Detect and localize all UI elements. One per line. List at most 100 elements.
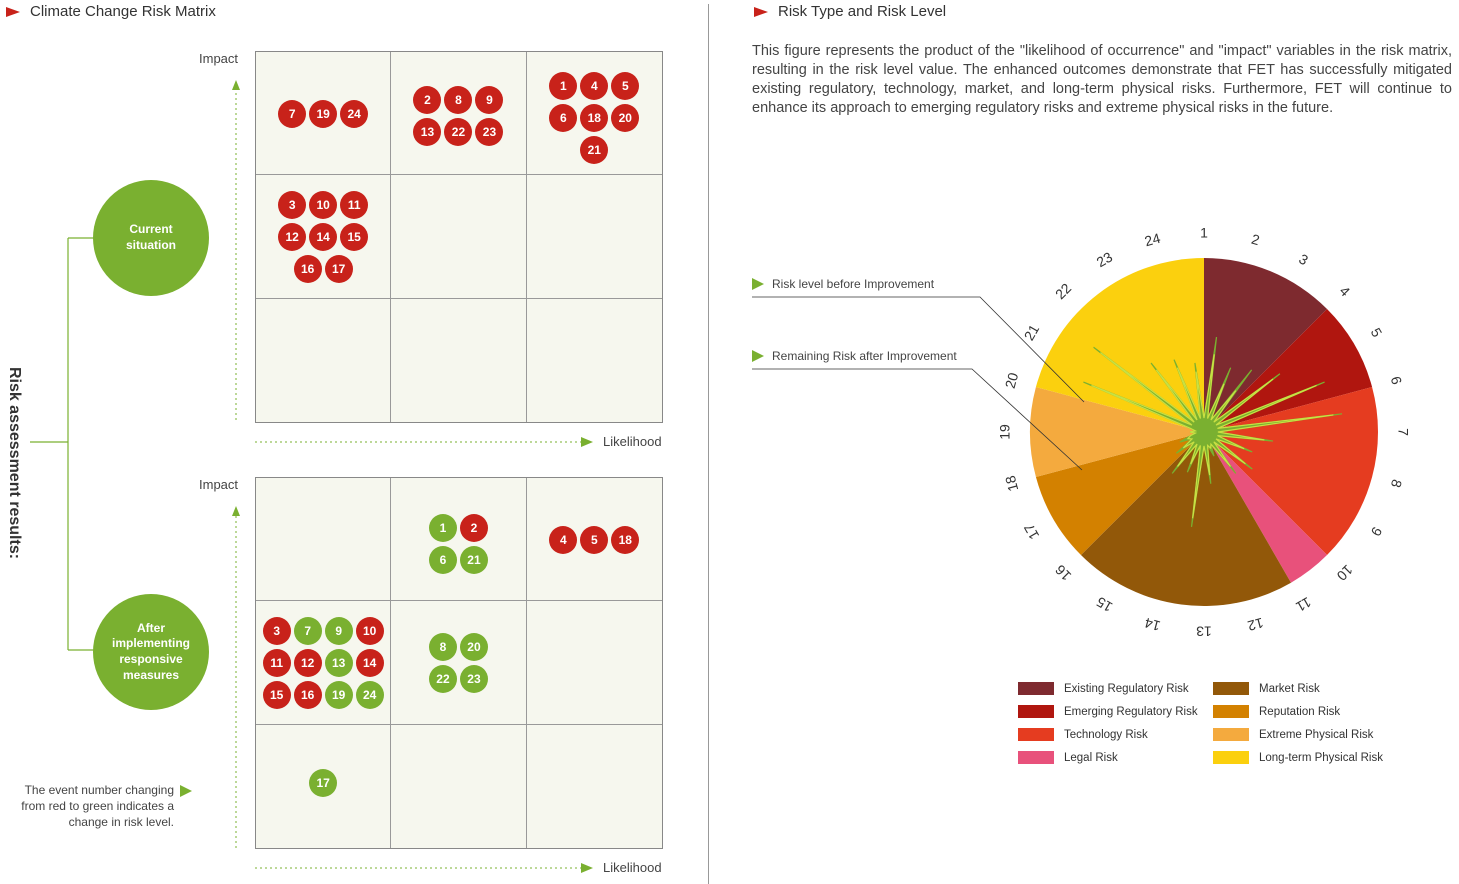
event-group: 7 19 24 (256, 100, 390, 128)
event-marker: 20 (611, 104, 640, 132)
event-marker: 17 (309, 768, 338, 797)
event-group: 2 8 9 13 22 23 (391, 86, 525, 146)
matrix-cell (391, 298, 527, 422)
legend-label: Reputation Risk (1259, 705, 1341, 718)
category-label: 5 (1368, 325, 1386, 340)
category-label: 19 (997, 424, 1013, 440)
event-marker: 5 (611, 72, 640, 100)
risk-sector (1204, 386, 1378, 556)
callout-arrow-icon (752, 278, 764, 290)
event-group: 3 7 9 10 11 12 13 14 15 16 19 24 (256, 617, 390, 710)
event-marker: 3 (262, 617, 291, 646)
matrix-cell: 8 20 22 23 (391, 601, 527, 725)
event-marker: 11 (340, 191, 369, 220)
matrix-cell (256, 298, 392, 422)
matrix-cell (527, 725, 662, 848)
category-label: 9 (1368, 524, 1386, 539)
event-marker: 24 (355, 681, 384, 710)
legend-item: Technology Risk (1018, 728, 1148, 741)
event-marker: 21 (580, 136, 609, 164)
event-marker: 11 (262, 649, 291, 678)
matrix-cell (526, 601, 662, 725)
event-marker: 12 (278, 223, 307, 252)
callout-before-leader (752, 296, 1085, 403)
category-label: 7 (1395, 428, 1411, 436)
event-marker: 1 (549, 72, 578, 100)
legend-item: Reputation Risk (1213, 705, 1340, 718)
legend-label: Extreme Physical Risk (1259, 728, 1374, 741)
callout-before: Risk level before Improvement (752, 277, 934, 291)
legend-item: Existing Regulatory Risk (1018, 682, 1189, 695)
event-marker: 21 (459, 546, 488, 574)
legend-item: Legal Risk (1018, 751, 1118, 764)
section-divider (708, 4, 709, 884)
event-marker: 19 (309, 100, 338, 128)
event-marker: 14 (309, 223, 338, 252)
current-situation-circle: Current situation (93, 180, 209, 296)
event-marker: 13 (413, 118, 442, 146)
legend-swatch (1018, 728, 1054, 741)
category-label: 12 (1246, 615, 1265, 635)
category-label: 18 (1002, 474, 1022, 493)
category-label: 3 (1296, 251, 1311, 269)
category-label: 4 (1337, 283, 1354, 300)
event-marker: 18 (580, 104, 609, 132)
event-group: 1 2 6 21 (391, 514, 525, 574)
category-label: 14 (1143, 615, 1162, 635)
event-row: 7 19 24 (278, 100, 369, 128)
risk-sector (1035, 258, 1204, 432)
event-row: 16 17 (293, 255, 353, 284)
legend-label: Legal Risk (1064, 751, 1118, 764)
description-paragraph: This figure represents the product of th… (752, 43, 1452, 116)
category-label: 6 (1388, 375, 1406, 387)
event-group: 3 10 11 12 14 15 16 17 (256, 191, 390, 284)
event-marker: 2 (459, 514, 488, 542)
flag-icon (754, 6, 768, 17)
event-row: 11 12 13 14 (262, 649, 384, 678)
event-marker: 7 (278, 100, 307, 128)
risk-matrix-current: 7 19 24 2 8 9 13 22 23 1 4 5 6 18 20 21 3 10 11 12 14 15 16 17 (255, 51, 663, 423)
matrix-cell: 7 19 24 (256, 52, 392, 176)
legend-swatch (1213, 705, 1249, 718)
legend-label: Market Risk (1259, 682, 1320, 695)
matrix-cell (526, 175, 662, 299)
category-label: 23 (1094, 248, 1116, 270)
event-marker: 16 (293, 681, 322, 710)
matrix-cell: 3 10 11 12 14 15 16 17 (256, 175, 392, 299)
impact-label-top: Impact (199, 51, 239, 66)
matrix-cell: 1 4 5 6 18 20 21 (526, 52, 662, 176)
matrix-cell: 3 7 9 10 11 12 13 14 15 16 19 24 (256, 601, 392, 725)
event-group: 8 20 22 23 (391, 633, 525, 694)
event-marker: 15 (262, 681, 291, 710)
matrix-cell: 17 (256, 724, 392, 848)
event-marker: 24 (340, 100, 369, 128)
legend-label: Emerging Regulatory Risk (1064, 705, 1198, 718)
legend-label: Long-term Physical Risk (1259, 751, 1383, 764)
matrix-cell: 2 8 9 13 22 23 (391, 52, 527, 176)
legend-label: Existing Regulatory Risk (1064, 682, 1189, 695)
legend-swatch (1018, 682, 1054, 695)
legend-swatch (1213, 682, 1249, 695)
event-marker: 10 (309, 191, 338, 220)
color-change-note: The event number changing from red to gr… (21, 783, 174, 829)
event-marker: 19 (324, 681, 353, 710)
event-marker: 7 (293, 617, 322, 646)
risk-matrix-after: 1 2 6 21 4 5 18 3 7 9 10 11 12 13 14 15 16 19 24 8 20 22 23 17 (255, 477, 663, 849)
category-label: 17 (1020, 521, 1042, 543)
event-row: 12 14 15 (278, 223, 369, 252)
bracket-connector (30, 80, 240, 848)
event-row: 8 20 (428, 633, 488, 662)
event-marker: 15 (340, 223, 369, 252)
matrix-cell (391, 724, 527, 848)
category-label: 2 (1250, 231, 1262, 249)
event-row: 4 5 18 (549, 526, 640, 554)
event-marker: 2 (413, 86, 442, 114)
legend-item: Market Risk (1213, 682, 1320, 695)
event-group: 1 4 5 6 18 20 21 (527, 72, 662, 164)
event-row: 22 23 (428, 665, 488, 694)
legend-item: Emerging Regulatory Risk (1018, 705, 1198, 718)
event-marker: 17 (324, 255, 353, 284)
